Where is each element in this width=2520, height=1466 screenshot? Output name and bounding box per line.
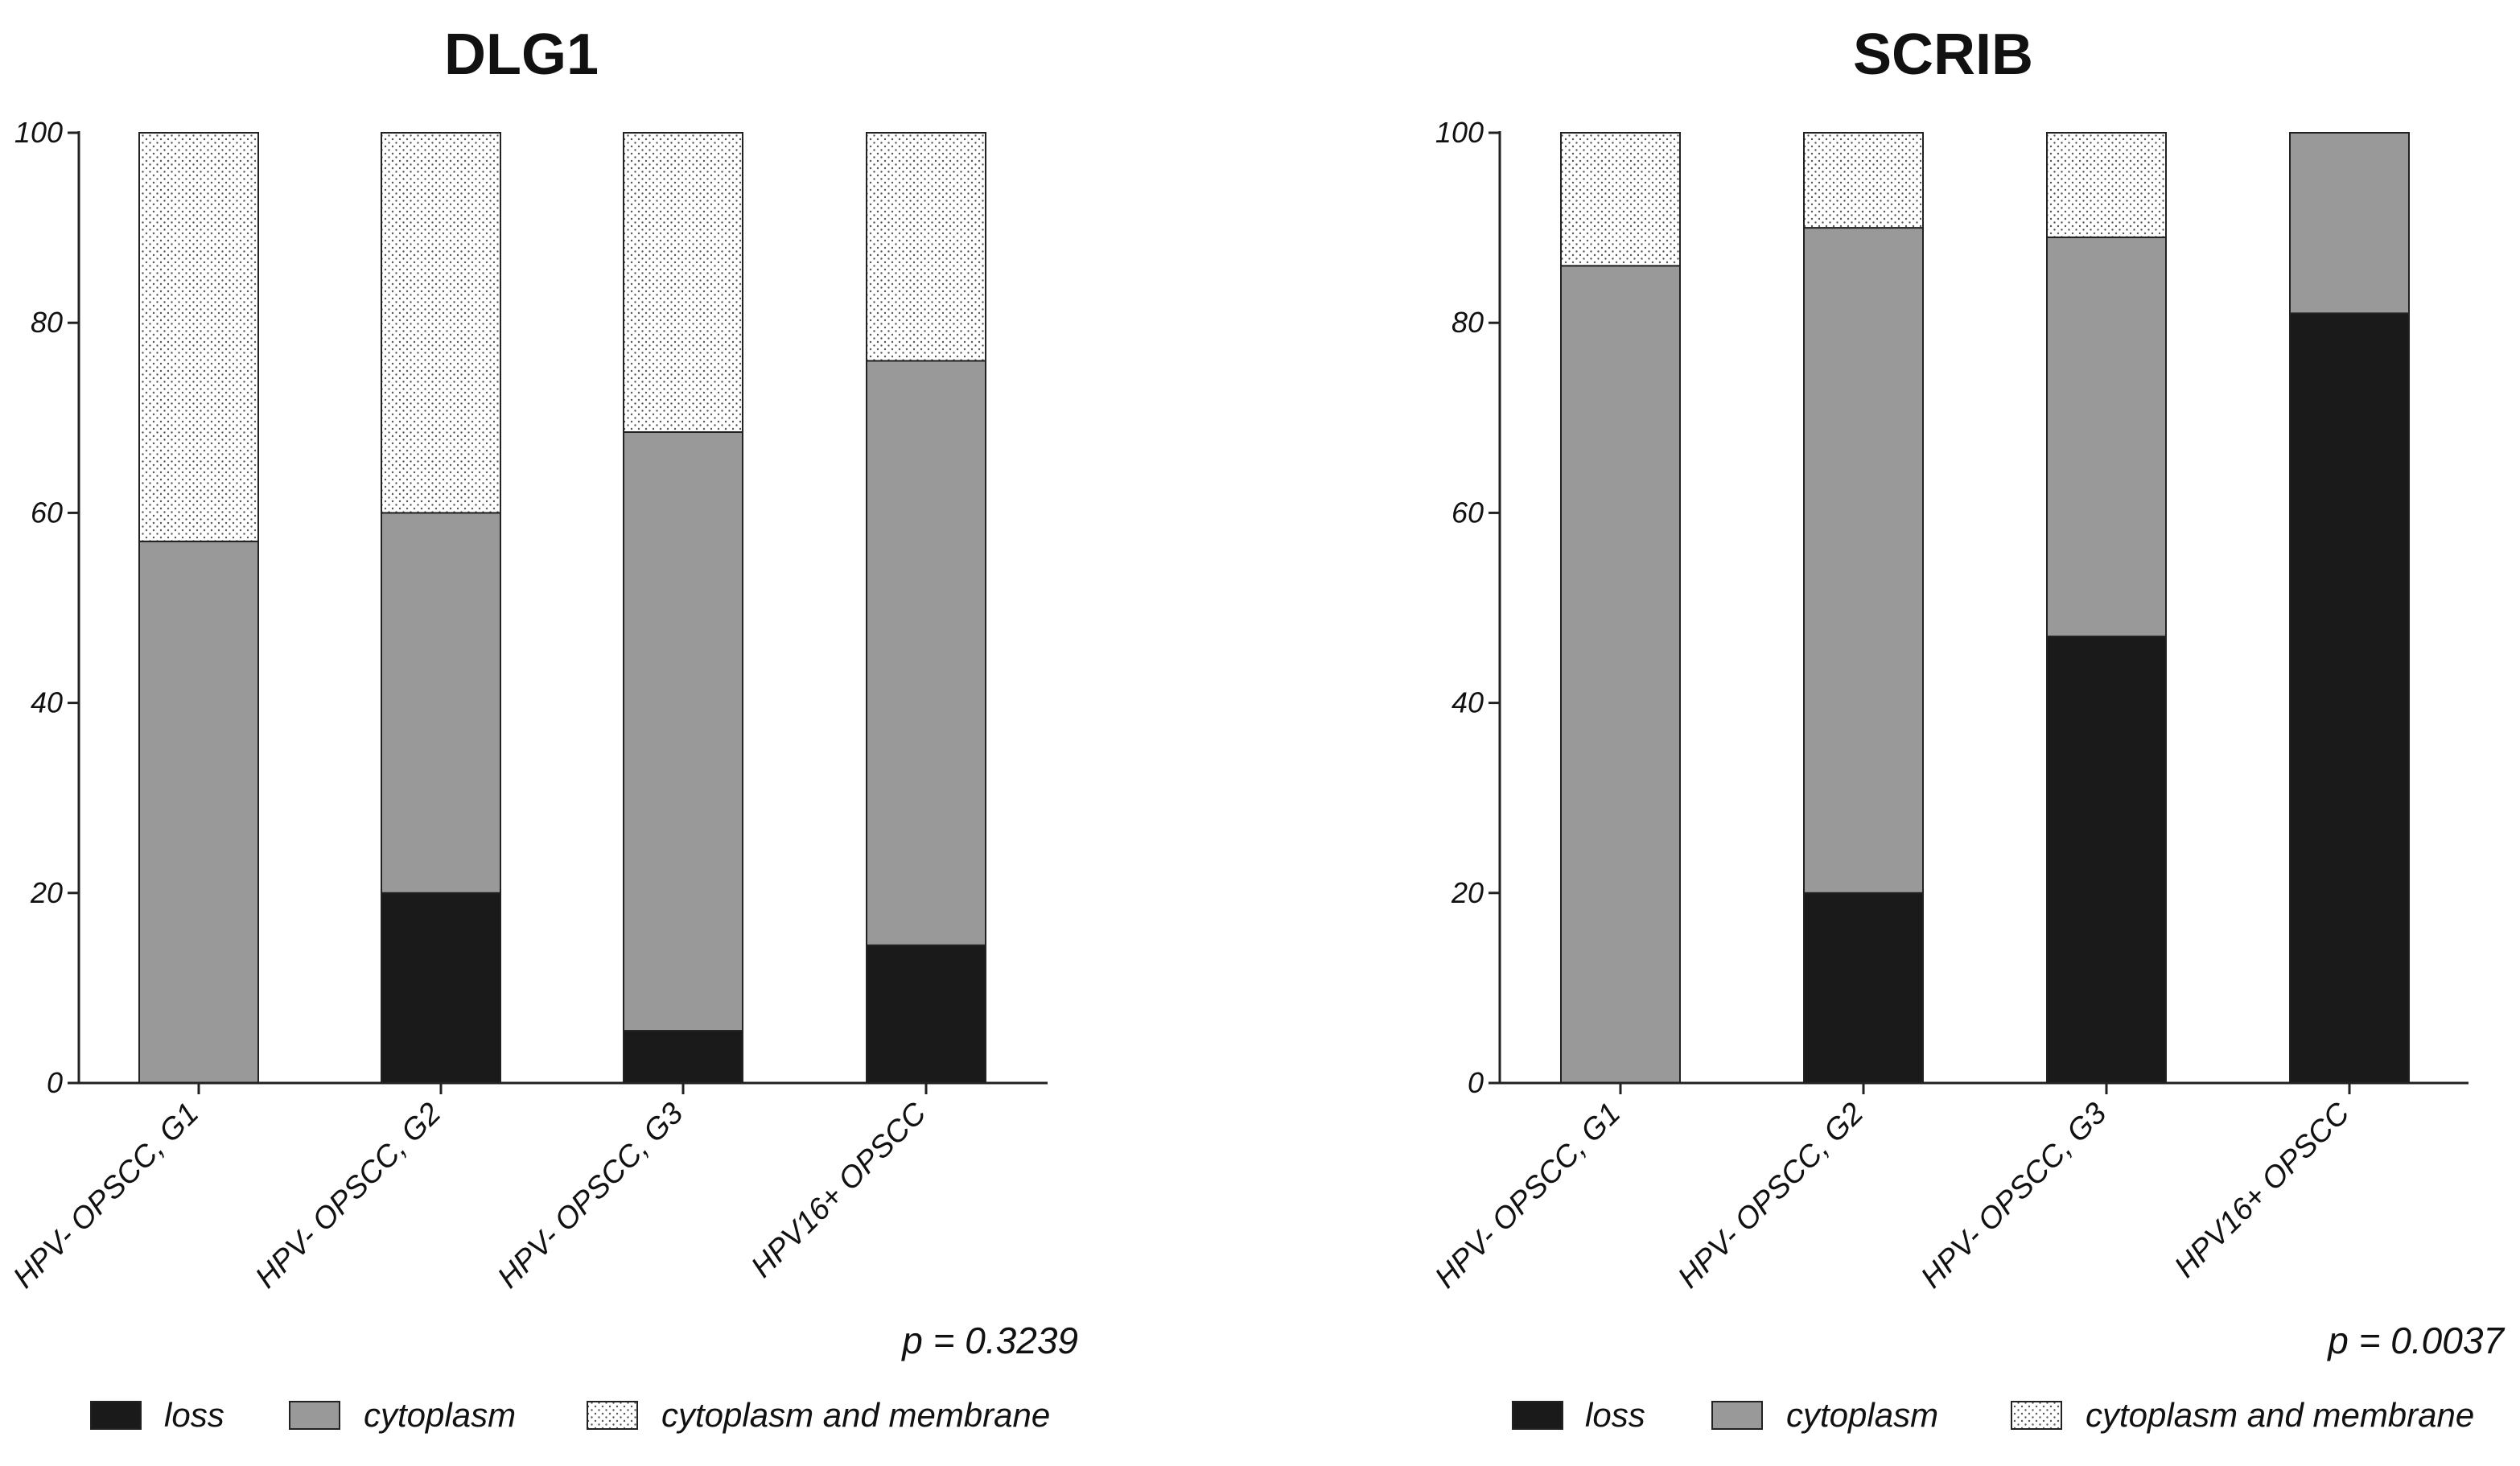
x-tick-label: HPV- OPSCC, G1	[1429, 1097, 1628, 1295]
bar-segment-cytoplasm	[623, 431, 743, 1032]
bar-segment-cytoplasm-and-membrane	[138, 132, 259, 542]
plot-area: 0 20 40 60 80 100 HPV- OPSCC, G1 HPV- OPSCC, G2…	[7, 116, 1048, 1295]
bar-segment-cytoplasm-and-membrane	[866, 132, 986, 362]
bar-segment-cytoplasm-and-membrane	[2046, 132, 2167, 238]
bar-segment-cytoplasm-and-membrane	[1560, 132, 1681, 267]
bar-segment-cytoplasm	[138, 540, 259, 1084]
legend: loss cytoplasm cytoplasm and membrane	[1512, 1396, 2474, 1434]
x-tick-label: HPV- OPSCC, G2	[249, 1097, 448, 1295]
x-tick-label: HPV16+ OPSCC	[745, 1096, 933, 1284]
bar-segment-cytoplasm	[2289, 132, 2410, 315]
bar-segment-loss	[623, 1030, 743, 1085]
p-value: p = 0.3239	[900, 1320, 1078, 1361]
x-tick-label: HPV- OPSCC, G3	[492, 1097, 690, 1295]
legend-label-cytoplasm-and-membrane: cytoplasm and membrane	[661, 1396, 1050, 1434]
legend: loss cytoplasm cytoplasm and membrane	[90, 1396, 1050, 1434]
bar-segment-loss	[1803, 892, 1924, 1085]
legend-swatch-loss	[90, 1401, 142, 1430]
legend-label-loss: loss	[1585, 1396, 1645, 1434]
bar-segment-cytoplasm-and-membrane	[623, 132, 743, 434]
legend-label-cytoplasm-and-membrane: cytoplasm and membrane	[2086, 1396, 2474, 1434]
chart-title: SCRIB	[1853, 23, 2033, 87]
y-tick-label: 100	[14, 116, 63, 149]
legend-swatch-cytoplasm	[289, 1401, 340, 1430]
bar-segment-cytoplasm	[1560, 265, 1681, 1084]
bar-segment-cytoplasm-and-membrane	[381, 132, 501, 514]
y-tick-label: 20	[1451, 876, 1484, 909]
bar-segment-cytoplasm	[866, 360, 986, 946]
x-tick-label: HPV- OPSCC, G1	[7, 1097, 206, 1295]
legend-swatch-cytoplasm	[1711, 1401, 1763, 1430]
bar-segment-cytoplasm	[1803, 227, 1924, 894]
y-tick-label: 0	[47, 1066, 63, 1099]
bar-segment-cytoplasm-and-membrane	[1803, 132, 1924, 229]
p-value: p = 0.0037	[2326, 1320, 2505, 1361]
legend-label-loss: loss	[164, 1396, 224, 1434]
y-tick-label: 80	[31, 306, 63, 339]
x-tick-label: HPV- OPSCC, G2	[1672, 1097, 1871, 1295]
x-tick-label: HPV16+ OPSCC	[2168, 1096, 2357, 1284]
bar-segment-loss	[381, 892, 501, 1085]
chart-title: DLG1	[444, 23, 599, 87]
legend-label-cytoplasm: cytoplasm	[1786, 1396, 1938, 1434]
bar-segment-loss	[866, 944, 986, 1084]
legend-swatch-cytoplasm-and-membrane	[587, 1401, 638, 1430]
bar-segment-loss	[2046, 635, 2167, 1084]
y-tick-label: 100	[1435, 116, 1484, 149]
y-tick-label: 40	[1451, 686, 1484, 719]
bar-segment-cytoplasm	[381, 512, 501, 894]
y-tick-label: 60	[1451, 496, 1484, 529]
y-tick-label: 40	[31, 686, 63, 719]
y-tick-label: 80	[1451, 306, 1484, 339]
legend-swatch-cytoplasm-and-membrane	[2011, 1401, 2062, 1430]
y-tick-label: 0	[1468, 1066, 1484, 1099]
bar-segment-loss	[2289, 312, 2410, 1084]
y-tick-label: 60	[31, 496, 63, 529]
bar-segment-cytoplasm	[2046, 236, 2167, 637]
legend-label-cytoplasm: cytoplasm	[364, 1396, 516, 1434]
legend-swatch-loss	[1512, 1401, 1563, 1430]
plot-area: 0 20 40 60 80 100 HPV- OPSCC, G1 HPV- OPSCC, G2…	[1429, 116, 2469, 1295]
x-tick-label: HPV- OPSCC, G3	[1915, 1097, 2114, 1295]
y-tick-label: 20	[30, 876, 63, 909]
